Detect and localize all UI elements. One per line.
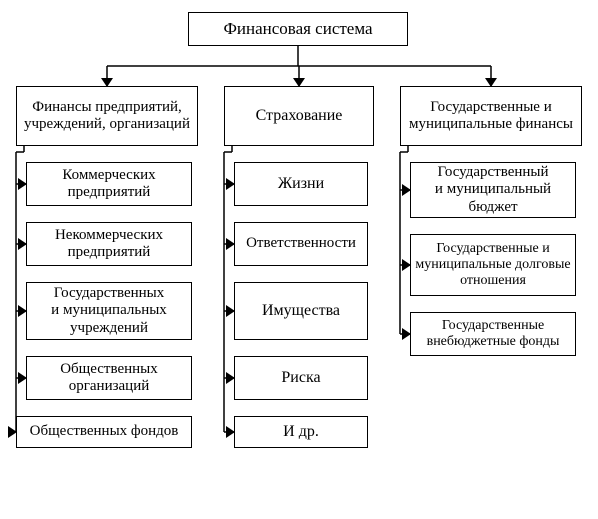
node-2-2: Государственные внебюджетные фонды xyxy=(410,312,576,356)
node-2-0: Государственный и муниципальный бюджет xyxy=(410,162,576,218)
column-header-1: Страхование xyxy=(224,86,374,146)
column-header-0: Финансы предприятий, учреждений, организ… xyxy=(16,86,198,146)
node-1-4: И др. xyxy=(234,416,368,448)
node-1-1: Ответственности xyxy=(234,222,368,266)
column-header-2: Государственные и муниципальные финансы xyxy=(400,86,582,146)
node-0-2: Государственных и муниципальных учрежден… xyxy=(26,282,192,340)
node-1-2: Имущества xyxy=(234,282,368,340)
root-node: Финансовая система xyxy=(188,12,408,46)
node-0-4: Общественных фондов xyxy=(16,416,192,448)
node-0-0: Коммерческих предприятий xyxy=(26,162,192,206)
node-1-3: Риска xyxy=(234,356,368,400)
node-0-1: Некоммерческих предприятий xyxy=(26,222,192,266)
node-0-3: Общественных организаций xyxy=(26,356,192,400)
node-2-1: Государственные и муниципальные долговые… xyxy=(410,234,576,296)
node-1-0: Жизни xyxy=(234,162,368,206)
